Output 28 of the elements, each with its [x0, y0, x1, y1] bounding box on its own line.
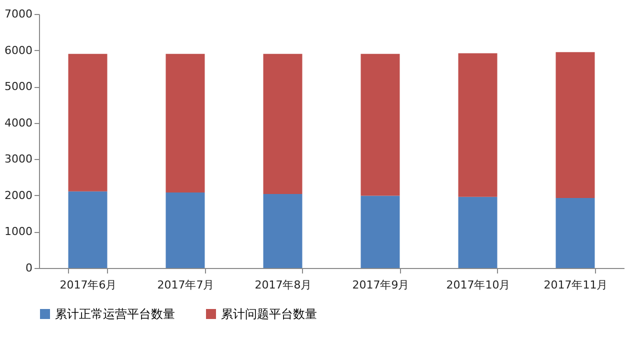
bar	[68, 191, 108, 268]
y-tick-label: 3000	[4, 152, 32, 166]
bar	[556, 198, 595, 268]
bar	[458, 196, 498, 268]
bar	[166, 192, 205, 268]
bar	[556, 52, 595, 198]
y-tick-label: 2000	[4, 188, 32, 202]
bar	[263, 54, 302, 194]
x-tick-label: 2017年11月	[544, 278, 608, 292]
y-tick-label: 1000	[4, 225, 32, 238]
x-tick-label: 2017年6月	[60, 278, 117, 292]
y-tick-label: 6000	[4, 44, 32, 57]
bar	[458, 53, 498, 197]
bar	[360, 54, 400, 196]
bar	[166, 54, 205, 193]
x-tick-label: 2017年7月	[157, 278, 214, 292]
y-tick-label: 7000	[4, 8, 32, 20]
x-tick-label: 2017年8月	[254, 278, 312, 292]
bar	[68, 54, 108, 192]
x-tick-label: 2017年9月	[352, 278, 410, 292]
legend-label: 累计正常运营平台数量	[55, 307, 175, 321]
legend-label: 累计问题平台数量	[221, 307, 317, 321]
x-tick-label: 2017年10月	[446, 278, 510, 292]
y-tick-label: 0	[26, 262, 32, 274]
y-tick-label: 4000	[4, 116, 32, 130]
bar	[263, 194, 302, 268]
bar	[360, 196, 400, 268]
y-tick-label: 5000	[4, 80, 32, 94]
